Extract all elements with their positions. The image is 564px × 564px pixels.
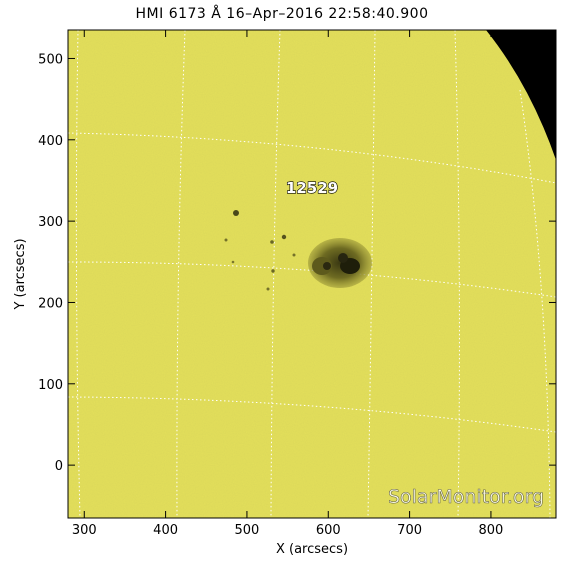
x-tick-label: 500 — [235, 523, 260, 538]
y-axis-label: Y (arcsecs) — [13, 238, 28, 310]
y-tick-label: 200 — [38, 296, 63, 311]
sunspot-penumbra — [312, 257, 332, 275]
x-axis-ticks: 300 400 500 600 700 800 — [72, 30, 503, 538]
pore — [231, 260, 235, 264]
y-tick-label: 400 — [38, 134, 63, 149]
sunspot-umbra — [338, 253, 348, 263]
x-tick-label: 600 — [316, 523, 341, 538]
x-tick-label: 800 — [479, 523, 504, 538]
x-tick-label: 300 — [72, 523, 97, 538]
pore — [270, 240, 274, 244]
space-beyond-limb — [486, 30, 556, 160]
x-tick-label: 400 — [153, 523, 178, 538]
plot-frame — [67, 29, 557, 519]
longitude-line — [176, 30, 186, 518]
pore — [266, 287, 270, 291]
longitude-line — [270, 30, 281, 518]
sunspot-penumbra — [308, 238, 372, 288]
pore — [281, 234, 287, 240]
y-axis-ticks: 0 100 200 300 400 500 — [38, 52, 556, 474]
heliographic-grid — [68, 30, 556, 518]
x-tick-label: 700 — [397, 523, 422, 538]
y-tick-label: 0 — [55, 459, 63, 474]
longitude-line — [519, 89, 551, 518]
active-region-label: 12529 — [286, 179, 338, 197]
sunspot-umbra — [323, 262, 331, 270]
latitude-line — [68, 132, 556, 184]
pore — [271, 269, 275, 273]
watermark: SolarMonitor.org — [388, 486, 544, 508]
longitude-line — [367, 30, 376, 518]
image-title: HMI 6173 Å 16–Apr–2016 22:58:40.900 — [135, 6, 429, 22]
pore — [224, 238, 228, 242]
latitude-line — [68, 396, 556, 433]
y-tick-label: 300 — [38, 215, 63, 230]
y-tick-label: 500 — [38, 52, 63, 67]
longitude-line — [75, 30, 81, 518]
pore — [233, 210, 239, 216]
y-tick-label: 100 — [38, 378, 63, 393]
pore — [292, 253, 296, 257]
sunspot-group — [224, 210, 372, 291]
longitude-line — [454, 30, 460, 518]
x-axis-label: X (arcsecs) — [276, 542, 348, 557]
